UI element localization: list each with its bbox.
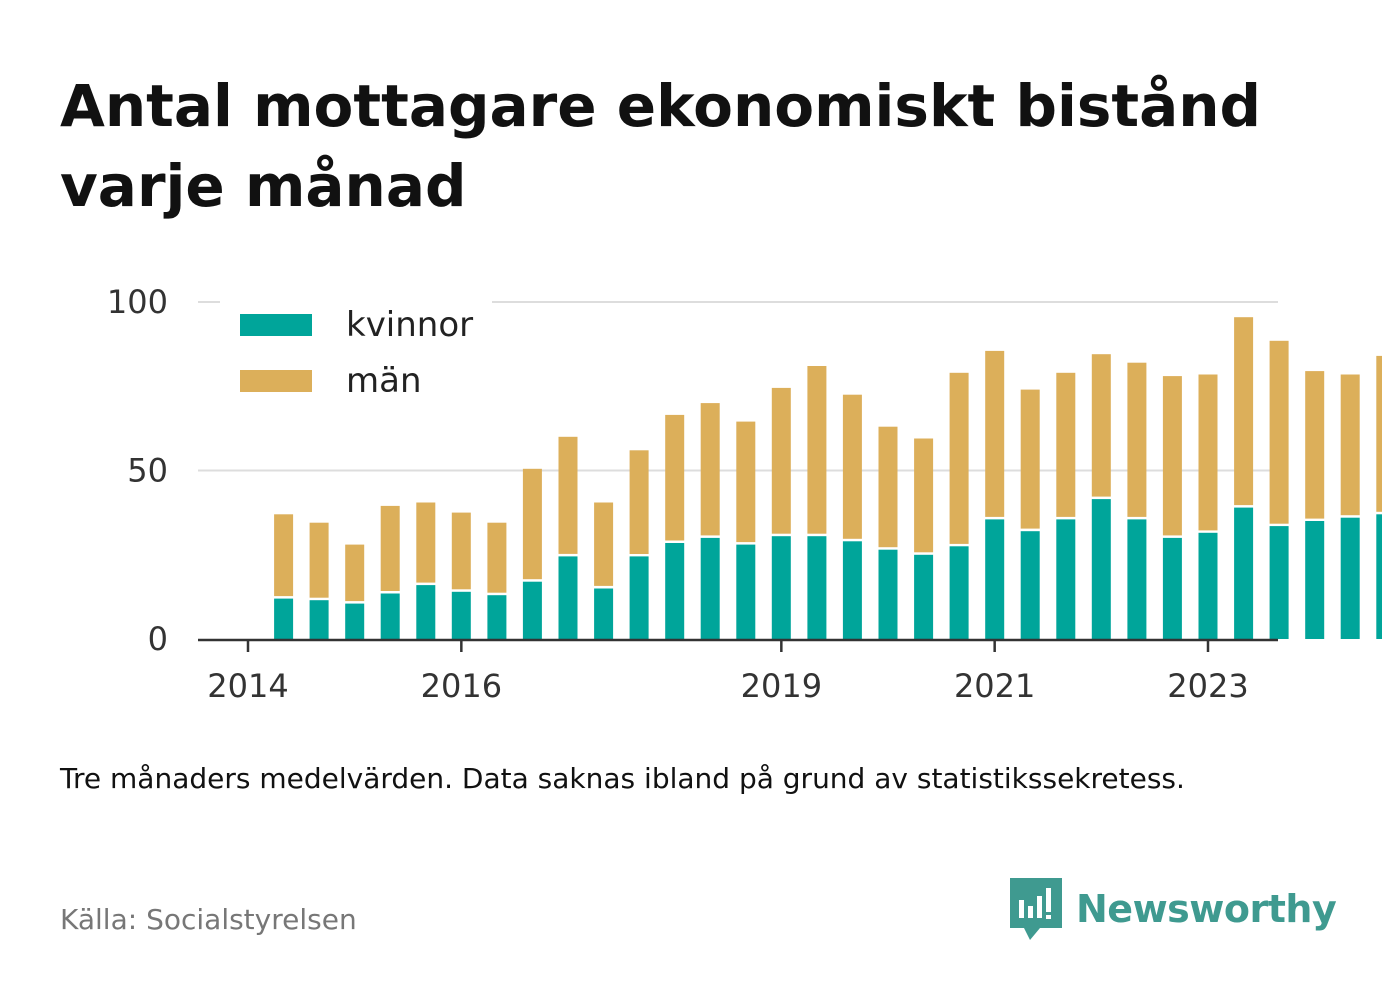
bar-man-2018-05 — [700, 403, 720, 536]
bar-man-2016-01 — [451, 512, 471, 590]
bar-man-2022-09 — [1162, 376, 1182, 536]
bar-kvinnor-2023-01 — [1198, 532, 1218, 639]
bar-man-2023-05 — [1234, 317, 1254, 506]
y-tick-label: 50 — [127, 452, 168, 490]
bar-kvinnor-2021-05 — [1020, 531, 1040, 639]
bar-kvinnor-2020-05 — [914, 554, 934, 640]
legend: kvinnor män — [220, 299, 492, 417]
x-tick-label: 2014 — [207, 667, 288, 705]
bar-kvinnor-2019-09 — [842, 541, 862, 639]
bar-man-2021-01 — [985, 350, 1005, 517]
bar-kvinnor-2018-09 — [736, 544, 756, 639]
bar-man-2024-01 — [1305, 371, 1325, 519]
bar-kvinnor-2017-05 — [594, 588, 614, 639]
bar-kvinnor-2016-01 — [451, 591, 471, 639]
bar-kvinnor-2023-05 — [1234, 507, 1254, 639]
bar-kvinnor-2014-09 — [309, 600, 329, 639]
axes: 0 50 100 2014 2016 2019 2021 2023 — [107, 283, 1278, 705]
bar-kvinnor-2020-09 — [949, 546, 969, 639]
bar-man-2021-05 — [1020, 389, 1040, 529]
bar-kvinnor-2014-05 — [274, 598, 294, 639]
bar-kvinnor-2018-05 — [700, 537, 720, 639]
bar-kvinnor-2016-05 — [487, 595, 507, 639]
bar-man-2015-09 — [416, 502, 436, 583]
legend-swatch — [240, 370, 312, 392]
bar-kvinnor-2019-05 — [807, 536, 827, 639]
bar-man-2017-01 — [558, 436, 578, 554]
bar-kvinnor-2022-09 — [1162, 537, 1182, 639]
stacked-bar-chart: 0 50 100 2014 2016 2019 2021 2023 kvinnor män — [107, 283, 1382, 705]
y-tick-label: 100 — [107, 283, 168, 321]
bar-man-2014-09 — [309, 522, 329, 598]
y-tick-label: 0 — [148, 620, 168, 658]
bar-man-2022-01 — [1091, 354, 1111, 497]
bar-man-2021-09 — [1056, 372, 1076, 517]
bar-kvinnor-2022-01 — [1091, 499, 1111, 639]
chart-title: Antal mottagare ekonomiskt bistånd varje… — [60, 72, 1262, 220]
bar-kvinnor-2020-01 — [878, 549, 898, 639]
x-tick-label: 2019 — [741, 667, 822, 705]
bar-man-2016-05 — [487, 522, 507, 593]
bar-man-2019-01 — [771, 387, 791, 534]
bar-kvinnor-2023-09 — [1269, 526, 1289, 639]
bar-kvinnor-2017-09 — [629, 556, 649, 639]
bar-man-2023-09 — [1269, 340, 1289, 524]
bar-kvinnor-2024-01 — [1305, 521, 1325, 639]
bar-kvinnor-2024-09 — [1376, 514, 1382, 639]
bar-man-2020-05 — [914, 438, 934, 553]
newsworthy-logo: Newsworthy — [1010, 878, 1337, 940]
bar-kvinnor-2015-09 — [416, 585, 436, 639]
source-text: Källa: Socialstyrelsen — [60, 903, 357, 936]
chart-note: Tre månaders medelvärden. Data saknas ib… — [60, 762, 1185, 795]
bar-chart-icon — [1010, 878, 1062, 940]
bar-man-2017-05 — [594, 502, 614, 586]
bar-kvinnor-2021-09 — [1056, 519, 1076, 639]
brand-name: Newsworthy — [1076, 887, 1337, 931]
bar-kvinnor-2016-09 — [522, 581, 542, 639]
bar-man-2020-01 — [878, 426, 898, 548]
bar-man-2017-09 — [629, 450, 649, 554]
legend-label: kvinnor — [346, 305, 473, 345]
bar-man-2023-01 — [1198, 374, 1218, 531]
bar-man-2019-09 — [842, 394, 862, 539]
bar-kvinnor-2022-05 — [1127, 519, 1147, 639]
bar-man-2020-09 — [949, 372, 969, 544]
bar-kvinnor-2019-01 — [771, 536, 791, 639]
bar-kvinnor-2015-01 — [345, 603, 365, 639]
bar-man-2018-09 — [736, 421, 756, 543]
bar-man-2024-09 — [1376, 355, 1382, 512]
bar-kvinnor-2015-05 — [380, 593, 400, 639]
bar-kvinnor-2018-01 — [665, 543, 685, 639]
bar-man-2015-05 — [380, 505, 400, 591]
bar-man-2016-09 — [522, 468, 542, 580]
x-tick-label: 2023 — [1167, 667, 1248, 705]
bar-man-2014-05 — [274, 514, 294, 597]
x-tick-label: 2021 — [954, 667, 1035, 705]
bar-kvinnor-2024-05 — [1340, 517, 1360, 639]
bars — [274, 317, 1382, 640]
bar-man-2024-05 — [1340, 374, 1360, 516]
x-tick-label: 2016 — [421, 667, 502, 705]
bar-man-2022-05 — [1127, 362, 1147, 517]
bar-kvinnor-2021-01 — [985, 519, 1005, 639]
bar-kvinnor-2017-01 — [558, 556, 578, 639]
legend-label: män — [346, 361, 422, 401]
legend-swatch — [240, 314, 312, 336]
bar-man-2019-05 — [807, 366, 827, 534]
bar-man-2015-01 — [345, 544, 365, 602]
bar-man-2018-01 — [665, 414, 685, 541]
